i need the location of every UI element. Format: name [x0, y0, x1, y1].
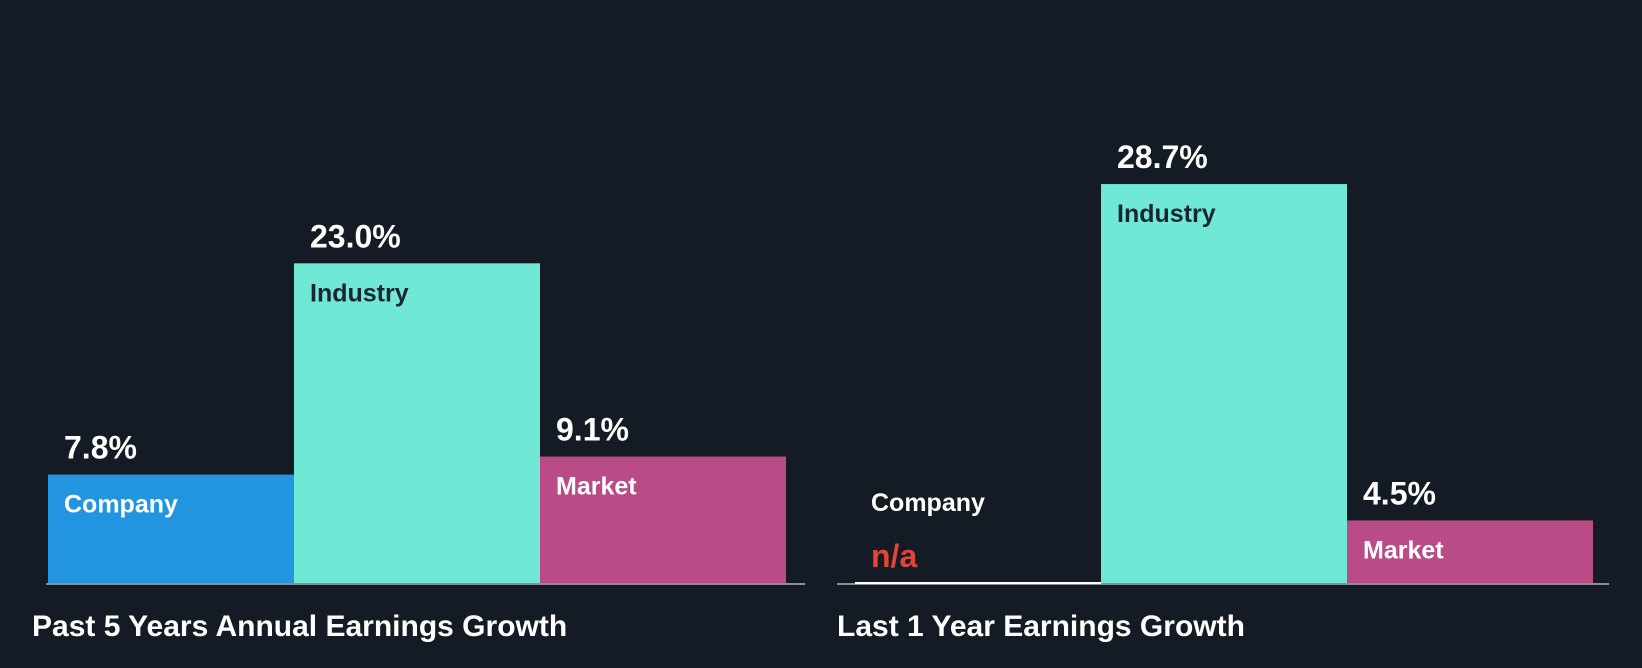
past-5-years-chart-title: Past 5 Years Annual Earnings Growth [32, 610, 567, 643]
last-1-year-value-label-market: 4.5% [1363, 475, 1436, 511]
last-1-year-value-label-company: n/a [871, 538, 917, 574]
last-1-year-category-label-company: Company [871, 489, 985, 517]
past-5-years-category-label-company: Company [64, 491, 178, 519]
last-1-year-bar-market [1347, 520, 1593, 583]
past-5-years-value-label-market: 9.1% [556, 412, 629, 448]
last-1-year-value-label-industry: 28.7% [1117, 139, 1208, 175]
past-5-years-value-label-company: 7.8% [64, 430, 137, 466]
past-5-years-category-label-market: Market [556, 473, 637, 501]
last-1-year-category-label-market: Market [1363, 536, 1444, 564]
last-1-year-bar-industry [1101, 184, 1347, 583]
last-1-year-chart-title: Last 1 Year Earnings Growth [837, 610, 1245, 643]
past-5-years-bar-market [540, 456, 786, 583]
past-5-years-bar-industry [294, 263, 540, 583]
last-1-year-category-label-industry: Industry [1117, 200, 1216, 228]
past-5-years-category-label-industry: Industry [310, 279, 409, 307]
past-5-years-value-label-industry: 23.0% [310, 218, 401, 254]
past-5-years-bar-company [48, 474, 294, 583]
